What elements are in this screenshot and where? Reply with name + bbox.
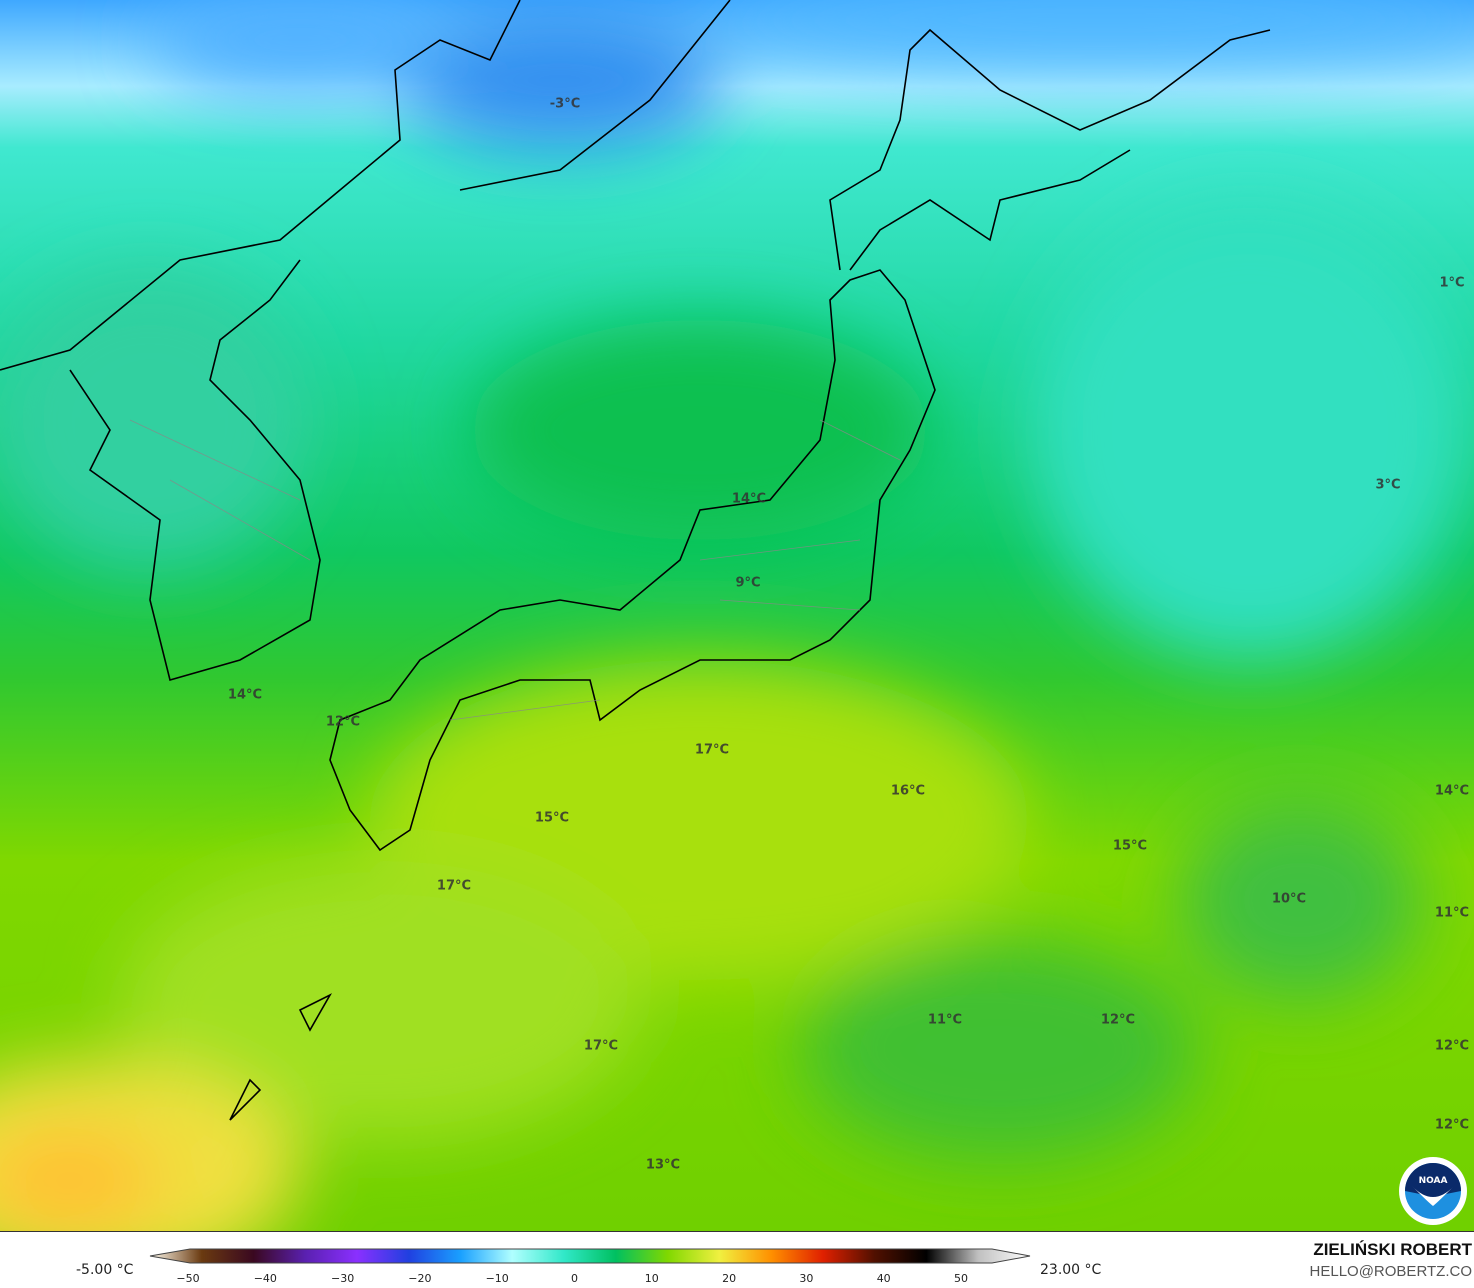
- temperature-map: -3°C 1°C 3°C 14°C 9°C 14°C 12°C 17°C 16°…: [0, 0, 1474, 1231]
- temperature-label: 12°C: [1100, 1012, 1136, 1028]
- colorbar: [149, 1248, 1031, 1264]
- colorbar-tick: 10: [644, 1272, 659, 1285]
- colorbar-tick: 50: [954, 1272, 968, 1285]
- colorbar-tick: 40: [876, 1272, 891, 1285]
- colorbar-tick: −40: [253, 1272, 277, 1285]
- temperature-label: 14°C: [227, 687, 263, 703]
- temperature-label: 13°C: [645, 1157, 681, 1173]
- noaa-logo: NOAA: [1399, 1157, 1467, 1225]
- legend-max-label: 23.00 °C: [1040, 1262, 1102, 1278]
- colorbar-tick: −50: [176, 1272, 200, 1285]
- temperature-label: 17°C: [694, 742, 730, 758]
- temperature-label: 14°C: [731, 491, 767, 507]
- temperature-label: 12°C: [1434, 1117, 1470, 1133]
- temperature-label: 17°C: [583, 1038, 619, 1054]
- legend-min-label: -5.00 °C: [76, 1262, 134, 1278]
- temperature-label: 15°C: [534, 810, 570, 826]
- temperature-label: 11°C: [927, 1012, 963, 1028]
- temperature-label: 16°C: [890, 783, 926, 799]
- colorbar-tick: 0: [571, 1272, 578, 1285]
- colorbar-tick: 30: [799, 1272, 814, 1285]
- colorbar-tick: −20: [408, 1272, 432, 1285]
- colorbar-tick: −30: [330, 1272, 355, 1285]
- temperature-label: 17°C: [436, 878, 472, 894]
- colorbar-tick: 20: [722, 1272, 737, 1285]
- temperature-label: -3°C: [549, 96, 581, 112]
- colorbar-tick: −10: [485, 1272, 509, 1285]
- author-credit: ZIELIŃSKI ROBERT: [1313, 1240, 1472, 1259]
- svg-text:NOAA: NOAA: [1419, 1176, 1448, 1186]
- author-email: HELLO@ROBERTZ.CO: [1309, 1263, 1472, 1280]
- temperature-label: 14°C: [1434, 783, 1470, 799]
- temperature-label: 12°C: [325, 714, 361, 730]
- coastlines: [0, 0, 1271, 1121]
- temperature-label: 9°C: [735, 575, 761, 591]
- temperature-label: 10°C: [1271, 891, 1307, 907]
- temperature-label: 11°C: [1434, 905, 1470, 921]
- temperature-label: 1°C: [1439, 275, 1465, 291]
- temperature-label: 3°C: [1375, 477, 1401, 493]
- temperature-label: 12°C: [1434, 1038, 1470, 1054]
- temperature-label: 15°C: [1112, 838, 1148, 854]
- color-legend: -5.00 °C 23.00 °C −50 −40 −30 −20 −10 0 10 20 30…: [0, 1231, 1474, 1288]
- temperature-field: [0, 0, 1474, 1231]
